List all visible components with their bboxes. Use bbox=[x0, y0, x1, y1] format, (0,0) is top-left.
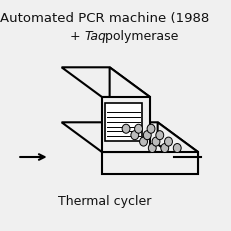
Text: polymerase: polymerase bbox=[101, 30, 178, 43]
Text: Taq: Taq bbox=[84, 30, 106, 43]
Polygon shape bbox=[101, 97, 149, 152]
Circle shape bbox=[160, 144, 168, 153]
Circle shape bbox=[164, 137, 172, 146]
Circle shape bbox=[148, 144, 155, 153]
Circle shape bbox=[173, 144, 180, 153]
Circle shape bbox=[143, 131, 151, 140]
Polygon shape bbox=[109, 68, 149, 152]
Polygon shape bbox=[157, 123, 197, 174]
Text: Thermal cycler: Thermal cycler bbox=[58, 194, 151, 207]
Polygon shape bbox=[61, 123, 197, 152]
Circle shape bbox=[152, 137, 159, 146]
Polygon shape bbox=[104, 103, 142, 141]
Circle shape bbox=[122, 125, 129, 134]
Circle shape bbox=[130, 131, 138, 140]
Circle shape bbox=[139, 137, 147, 146]
Polygon shape bbox=[101, 152, 197, 174]
Text: Automated PCR machine (1988: Automated PCR machine (1988 bbox=[0, 12, 208, 25]
Circle shape bbox=[134, 125, 142, 134]
Text: +: + bbox=[70, 30, 84, 43]
Circle shape bbox=[146, 125, 154, 134]
Polygon shape bbox=[61, 68, 149, 97]
Circle shape bbox=[155, 131, 163, 140]
